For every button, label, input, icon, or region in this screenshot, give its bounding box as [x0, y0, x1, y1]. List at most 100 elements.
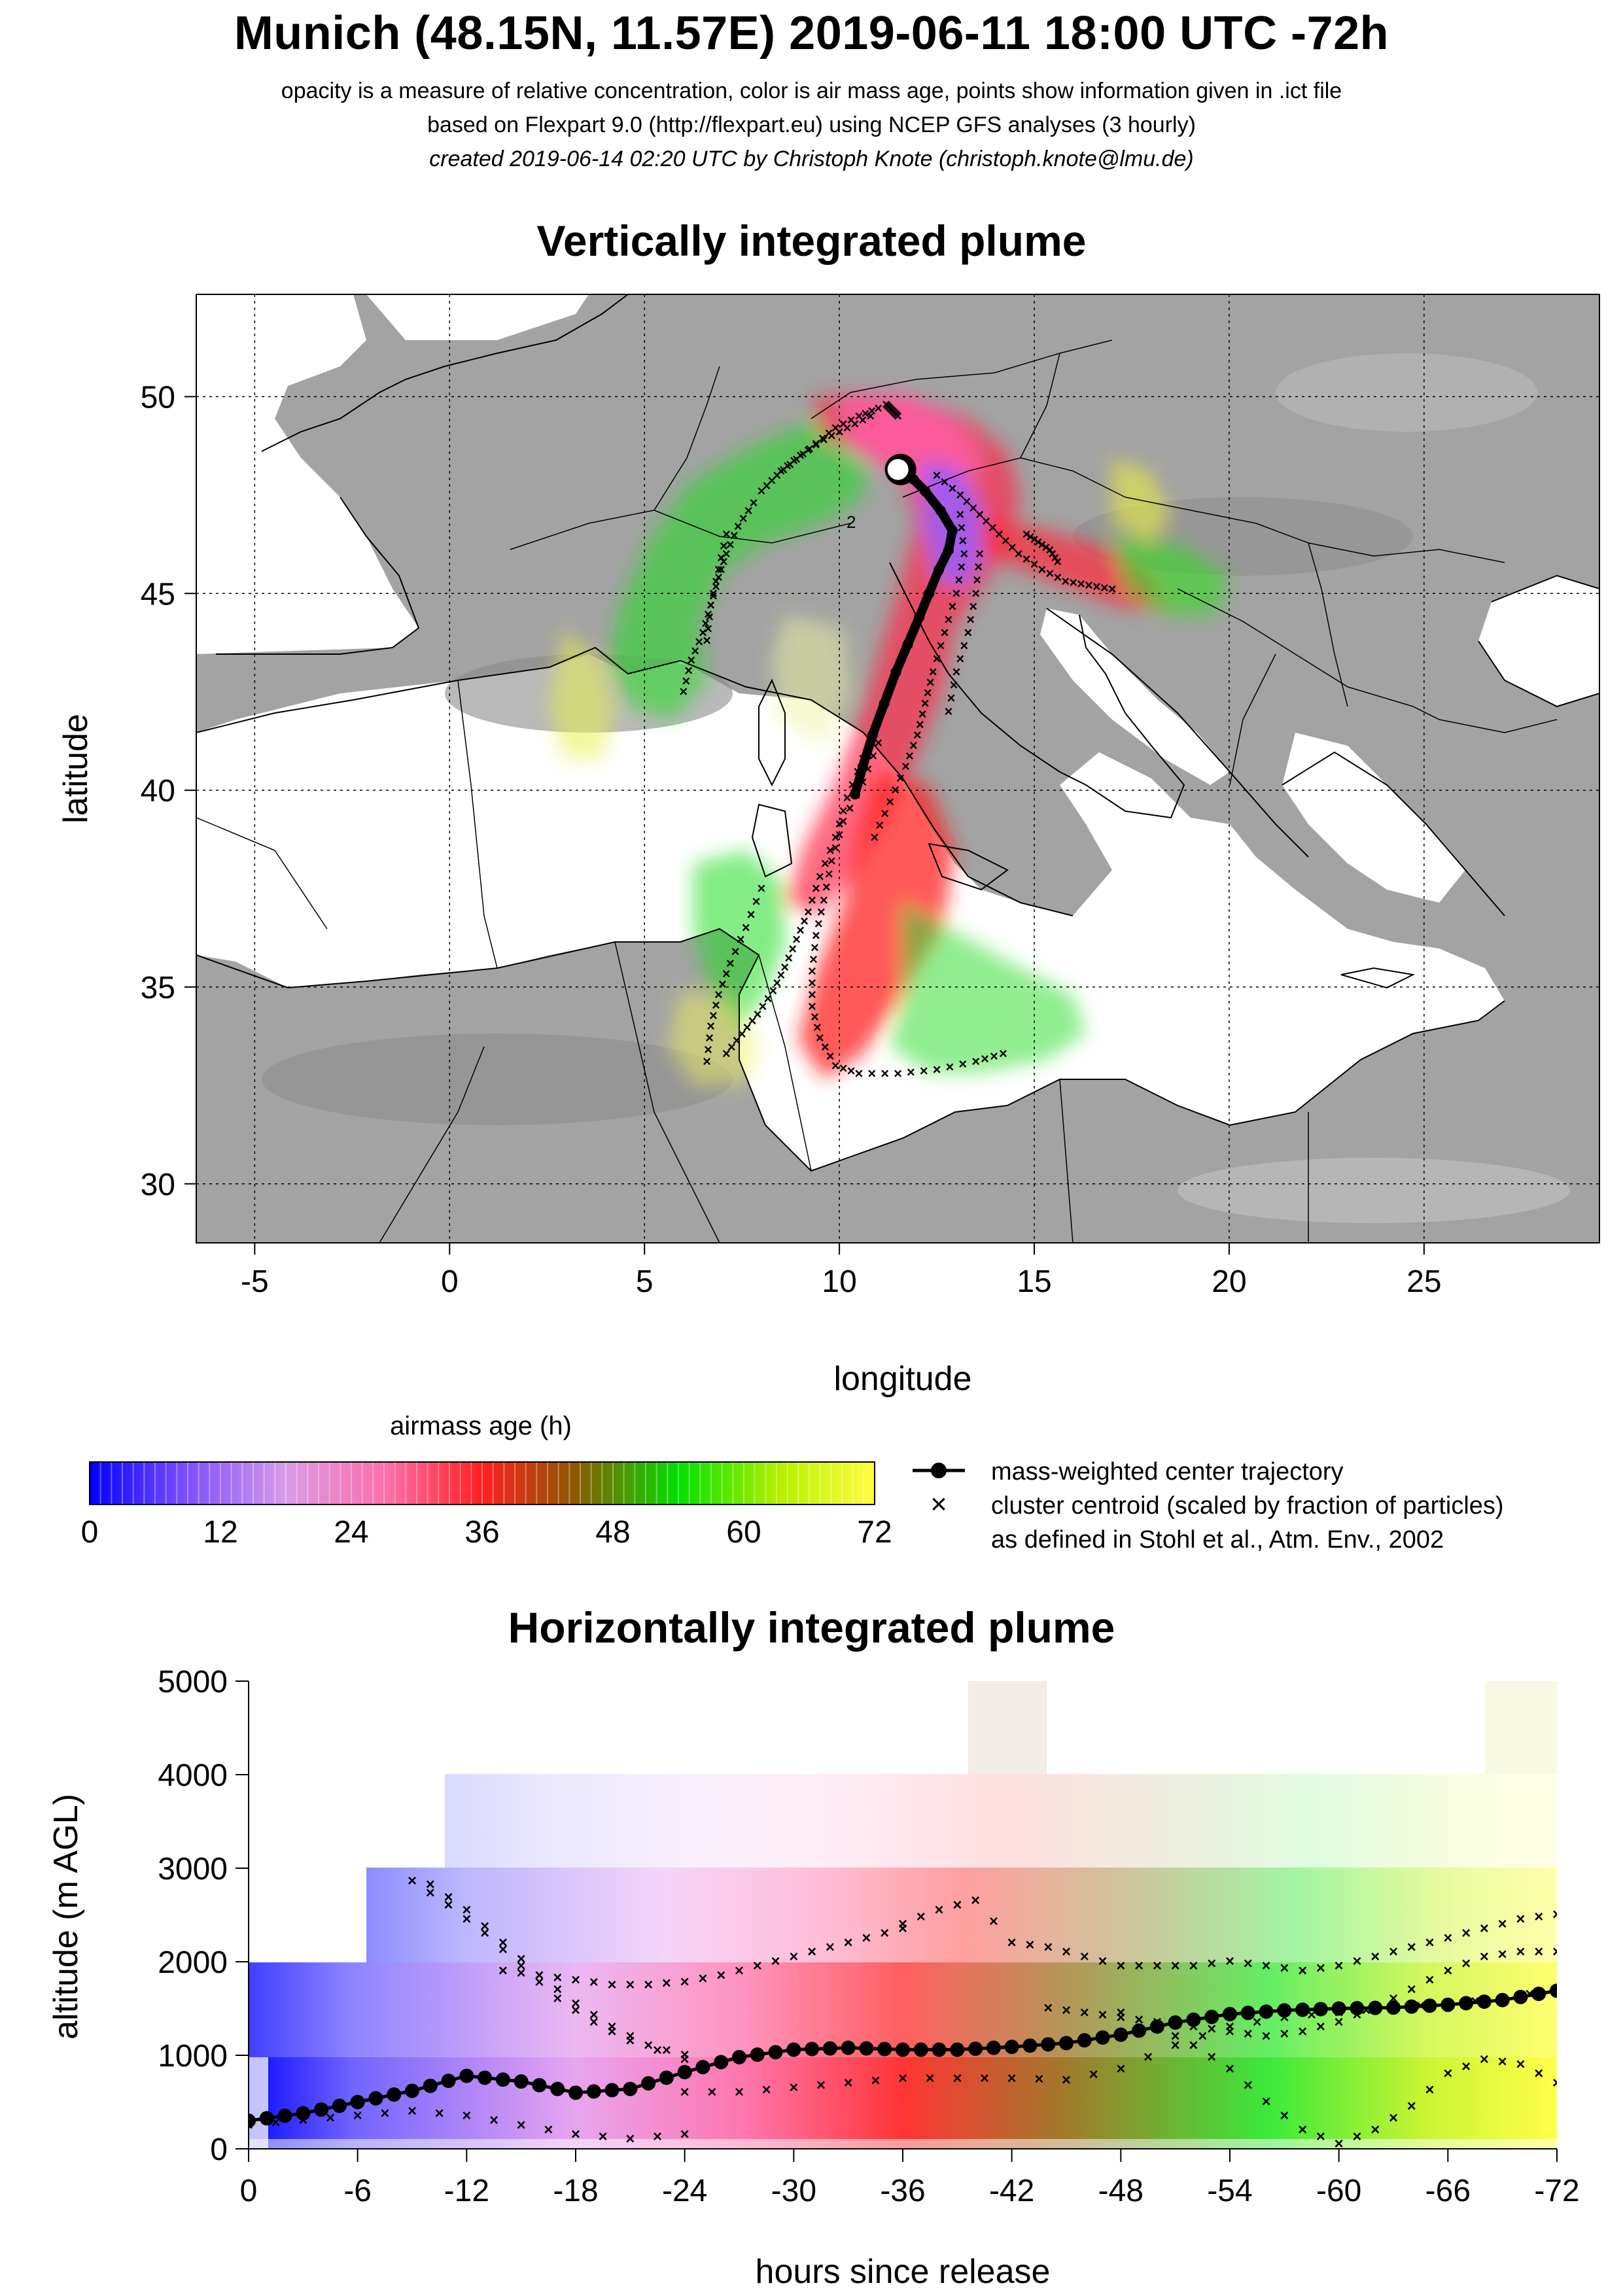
- map-cluster-marker: ×: [679, 684, 688, 700]
- profile-center-point: [1368, 2000, 1383, 2015]
- map-cluster-marker: ×: [808, 892, 816, 909]
- profile-center-point: [423, 2078, 438, 2093]
- profile-cluster-marker: ×: [898, 2070, 907, 2087]
- legend-center-dot: [931, 1463, 947, 1478]
- map-cluster-marker: ×: [717, 549, 725, 566]
- map-cluster-marker: ×: [1053, 569, 1062, 585]
- map-cluster-marker: ×: [1022, 551, 1031, 567]
- profile-center-trajectory: [249, 1983, 1557, 2129]
- map-cluster-marker: ×: [884, 398, 893, 415]
- profile-center-point: [1259, 2004, 1274, 2019]
- map-cluster-marker: ×: [918, 706, 927, 722]
- map-cluster-marker: ×: [1100, 580, 1109, 596]
- profile-cluster-marker: ×: [1298, 2121, 1307, 2138]
- profile-cluster-marker: ×: [1225, 2018, 1234, 2036]
- profile-cluster-marker: ×: [1298, 2023, 1307, 2040]
- profile-cluster-marker: ×: [1198, 2027, 1207, 2045]
- profile-center-point: [932, 2042, 947, 2057]
- profile-cluster-marker: ×: [971, 1892, 980, 1909]
- profile-cluster-marker: ×: [1280, 1960, 1289, 1977]
- profile-cluster-marker: ×: [680, 1973, 689, 1991]
- map-cluster-marker: ×: [805, 441, 814, 457]
- profile-center-point: [1531, 1987, 1546, 2002]
- map-cluster-marker: ×: [835, 424, 844, 440]
- map-cluster-marker: ×: [956, 506, 964, 523]
- profile-cluster-marker: ×: [1262, 1957, 1271, 1975]
- profile-cluster-marker: ×: [735, 2083, 744, 2101]
- map-cluster-marker: ×: [960, 546, 968, 562]
- profile-x-tick-label: -54: [1207, 2174, 1252, 2208]
- profile-cluster-marker: ×: [1389, 1943, 1398, 1961]
- map-cluster-marker: ×: [835, 816, 844, 832]
- profile-center-point: [296, 2106, 311, 2121]
- map-cluster-marker: ×: [808, 975, 816, 991]
- map-cluster-marker: ×: [790, 453, 798, 469]
- profile-y-tick-label: 3000: [158, 1852, 228, 1887]
- map-cluster-marker: ×: [1077, 576, 1085, 592]
- map-cluster-marker: ×: [811, 1009, 819, 1025]
- profile-cluster-marker: ×: [498, 1934, 508, 1951]
- profile-center-point: [1059, 2036, 1073, 2051]
- map-cluster-marker: ×: [1108, 581, 1117, 597]
- profile-center-point: [405, 2083, 419, 2098]
- map-center-point: [947, 525, 958, 536]
- profile-center-point: [1041, 2037, 1056, 2052]
- profile-cluster-marker: ×: [1225, 2023, 1234, 2040]
- map-cluster-marker: ×: [1041, 539, 1050, 555]
- map-cluster-marker: ×: [973, 572, 981, 588]
- map-x-tick-label: 15: [1017, 1264, 1051, 1299]
- profile-center-point: [1550, 1983, 1557, 1998]
- map-cluster-marker: ×: [808, 986, 816, 1003]
- map-cluster-marker: ×: [828, 428, 836, 444]
- profile-center-point: [786, 2042, 801, 2057]
- map-cluster-marker: ×: [847, 1062, 856, 1079]
- profile-cluster-marker: ×: [1280, 2107, 1289, 2125]
- profile-cluster-marker: ×: [989, 1913, 998, 1930]
- map-x-tick-label: 0: [441, 1264, 459, 1299]
- map-cluster-marker: ×: [835, 826, 844, 843]
- profile-cluster-marker: ×: [625, 2027, 635, 2045]
- colorbar-tick-label: 72: [857, 1515, 892, 1550]
- profile-cluster-marker: ×: [680, 2083, 689, 2101]
- profile-band-2000-3000: [366, 1868, 1557, 1962]
- profile-center-point: [1513, 1989, 1528, 2004]
- map-cluster-marker: ×: [866, 408, 875, 425]
- map-cluster-marker: ×: [839, 803, 848, 819]
- map-cluster-marker: ×: [818, 430, 827, 447]
- map-cluster-marker: ×: [870, 829, 879, 845]
- profile-cluster-marker: ×: [898, 1920, 907, 1938]
- map-y-tick-label: 45: [141, 577, 175, 612]
- map-cluster-marker: ×: [788, 941, 797, 957]
- profile-cluster-marker: ×: [1171, 2037, 1180, 2055]
- profile-cluster-marker: ×: [353, 2107, 362, 2125]
- map-cluster-marker: ×: [1061, 573, 1070, 589]
- profile-band-surface: [249, 2139, 1557, 2149]
- plume-green-west: [608, 419, 870, 720]
- profile-cluster-marker: ×: [1443, 2065, 1452, 2083]
- profile-cluster-marker: ×: [735, 1962, 744, 1979]
- profile-center-point: [1386, 2000, 1401, 2015]
- profile-cluster-marker: ×: [1189, 1957, 1198, 1975]
- map-cluster-marker: ×: [831, 839, 840, 856]
- profile-cluster-marker: ×: [644, 2037, 653, 2055]
- profile-cluster-marker: ×: [571, 1972, 580, 1989]
- map-cluster-marker: ×: [792, 931, 801, 948]
- profile-cluster-marker: ×: [435, 2104, 444, 2122]
- map-cluster-marker: ×: [962, 493, 971, 510]
- map-cluster-marker: ×: [695, 633, 703, 650]
- map-cluster-marker: ×: [875, 817, 884, 833]
- map-cluster-marker: ×: [1015, 546, 1023, 562]
- map-title: Vertically integrated plume: [536, 217, 1087, 265]
- profile-cluster-marker: ×: [1425, 1972, 1435, 1989]
- map-grid: [196, 294, 1599, 1243]
- map-cluster-marker: ×: [777, 967, 785, 983]
- profile-center-point: [1004, 2040, 1019, 2055]
- map-center-point: [867, 729, 878, 740]
- profile-cluster-marker: ×: [662, 2042, 671, 2059]
- map-cluster-marker: ×: [887, 401, 896, 417]
- map-cluster-marker: ×: [722, 965, 731, 982]
- profile-cluster-marker: ×: [716, 1966, 725, 1984]
- map-cluster-marker: ×: [1030, 556, 1039, 572]
- map-center-trajectory: [849, 464, 958, 800]
